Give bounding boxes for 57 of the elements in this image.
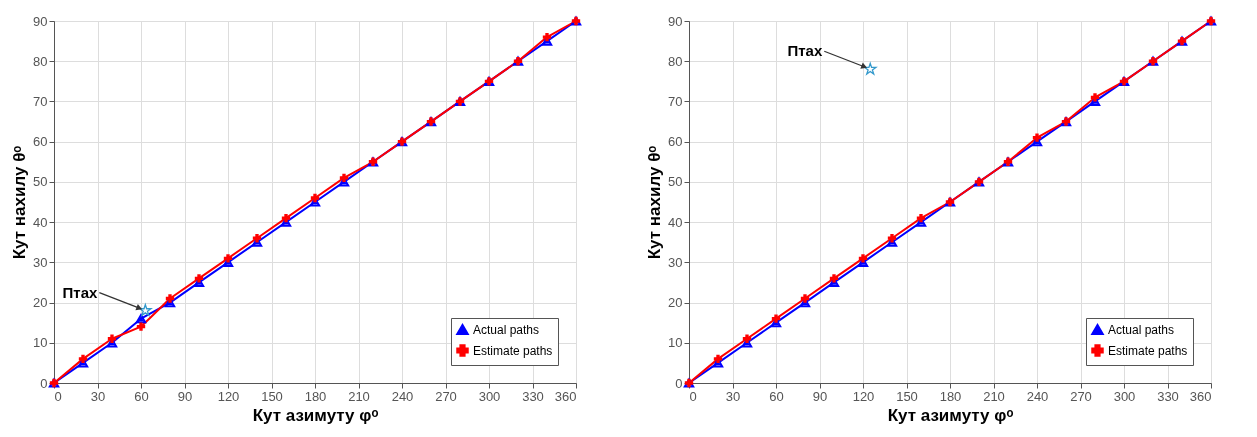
y-tick-label: 0 (40, 375, 48, 391)
y-tick-label: 20 (33, 295, 48, 311)
y-tick-label: 40 (33, 214, 48, 230)
x-tick-label: 120 (217, 388, 240, 404)
y-tick-label: 40 (668, 214, 683, 230)
x-tick-label: 150 (261, 388, 283, 404)
y-tick-label: 10 (668, 335, 683, 351)
x-tick-label: 150 (896, 388, 918, 404)
x-tick-label: 60 (769, 388, 784, 404)
y-tick-label: 80 (33, 53, 48, 69)
point (863, 62, 877, 75)
y-tick-label: 70 (33, 93, 48, 109)
x-tick-label: 30 (90, 388, 106, 404)
x-tick-label: 330 (522, 388, 544, 404)
x-tick-label: 270 (1070, 388, 1092, 404)
annotation: Птах (787, 42, 823, 60)
legend-label: Actual paths (1108, 322, 1175, 337)
x-axis-title: Кут азимуту φᵒ (252, 405, 379, 425)
x-tick-label: 90 (812, 388, 828, 404)
y-tick-label: 70 (668, 93, 683, 109)
y-axis-title: Кут нахилу θᵒ (645, 145, 665, 260)
y-tick-label: 30 (668, 254, 683, 270)
x-tick-label: 360 (554, 388, 577, 404)
x-tick-label: 30 (725, 388, 741, 404)
y-tick-label: 50 (33, 174, 48, 190)
x-tick-label: 180 (304, 388, 327, 404)
x-axis-title: Кут азимуту φᵒ (887, 405, 1014, 425)
x-tick-label: 360 (1189, 388, 1212, 404)
x-tick-label: 0 (689, 388, 697, 404)
legend-label: Estimate paths (1108, 343, 1188, 358)
y-axis-title: Кут нахилу θᵒ (10, 145, 30, 260)
x-tick-label: 120 (852, 388, 875, 404)
y-tick-label: 60 (668, 134, 683, 150)
x-tick-label: 300 (478, 388, 501, 404)
y-tick-label: 80 (668, 53, 683, 69)
x-tick-label: 180 (939, 388, 962, 404)
x-tick-label: 0 (54, 388, 62, 404)
y-tick-label: 20 (668, 295, 683, 311)
legend-label: Actual paths (473, 322, 540, 337)
y-tick-label: 60 (33, 134, 48, 150)
x-tick-label: 300 (1113, 388, 1136, 404)
y-tick-label: 50 (668, 174, 683, 190)
y-tick-label: 0 (675, 375, 683, 391)
x-tick-label: 60 (134, 388, 149, 404)
x-tick-label: 270 (435, 388, 457, 404)
x-tick-label: 330 (1157, 388, 1179, 404)
y-tick-label: 90 (668, 13, 683, 29)
x-tick-label: 210 (983, 388, 1005, 404)
x-tick-label: 240 (1026, 388, 1049, 404)
x-tick-label: 240 (391, 388, 414, 404)
x-tick-label: 210 (348, 388, 370, 404)
y-tick-label: 90 (33, 13, 48, 29)
annotation: Птах (62, 283, 99, 301)
legend-label: Estimate paths (473, 343, 553, 358)
y-tick-label: 30 (33, 254, 48, 270)
y-tick-label: 10 (33, 335, 48, 351)
x-tick-label: 90 (177, 388, 193, 404)
